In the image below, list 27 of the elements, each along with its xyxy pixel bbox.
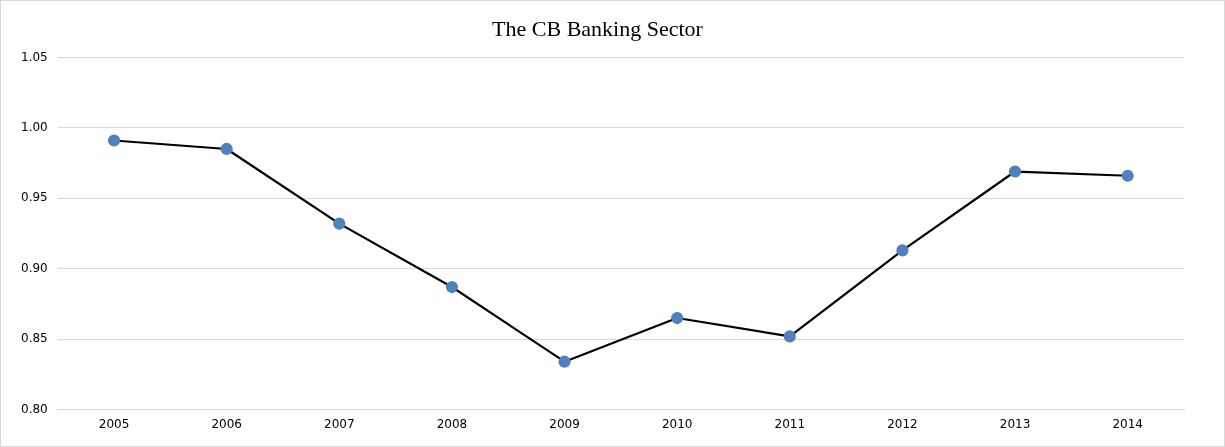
x-tick-label: 2014 xyxy=(1112,416,1143,431)
y-tick-label: 0.90 xyxy=(21,260,48,275)
y-tick-label: 0.85 xyxy=(21,331,48,346)
x-tick-label: 2011 xyxy=(774,416,806,431)
point xyxy=(896,244,909,257)
x-tick-label: 2009 xyxy=(549,416,580,431)
x-tick-label: 2013 xyxy=(999,416,1031,431)
x-tick-label: 2005 xyxy=(98,416,130,431)
point xyxy=(220,142,233,156)
point xyxy=(1008,165,1022,178)
point xyxy=(671,311,684,325)
point xyxy=(783,330,796,343)
chart-title: The CB Banking Sector xyxy=(492,15,704,41)
y-tick-label: 1.05 xyxy=(21,49,48,64)
point xyxy=(558,355,571,368)
y-tick-label: 1.00 xyxy=(21,119,48,134)
point xyxy=(1121,169,1134,182)
x-tick-label: 2008 xyxy=(436,416,468,431)
x-tick-label: 2010 xyxy=(661,416,693,431)
x-tick-label: 2012 xyxy=(887,416,918,431)
y-tick-label: 0.80 xyxy=(21,401,48,416)
point xyxy=(333,217,346,230)
x-tick-label: 2007 xyxy=(324,416,355,431)
point xyxy=(107,134,121,147)
point xyxy=(445,280,459,294)
y-tick-label: 0.95 xyxy=(21,190,48,205)
x-tick-label: 2006 xyxy=(211,416,242,431)
